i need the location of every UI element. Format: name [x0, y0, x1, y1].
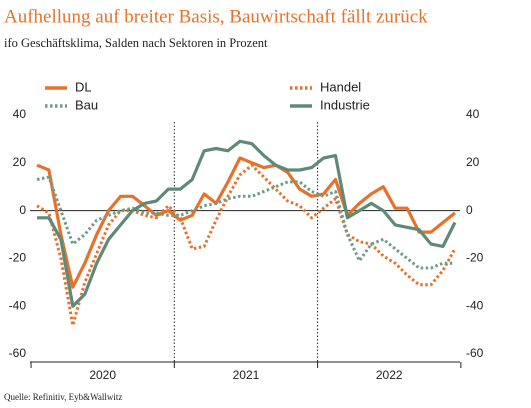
y-tick-label: -60	[9, 346, 27, 360]
y2-tick-label: 20	[466, 155, 480, 169]
y-tick-label: 0	[19, 203, 26, 217]
y-tick-label: 20	[13, 155, 27, 169]
x-group-label: 2022	[376, 368, 403, 382]
y-tick-label: 40	[13, 107, 27, 121]
y2-tick-label: 40	[466, 107, 480, 121]
series-line	[36, 156, 456, 289]
legend-label: Handel	[320, 79, 361, 94]
y2-tick-label: -20	[466, 251, 484, 265]
legend-label: Bau	[75, 97, 98, 112]
x-group-label: 2020	[89, 368, 116, 382]
y2-tick-label: -40	[466, 298, 484, 312]
series-line	[36, 163, 457, 327]
legend-label: Industrie	[320, 97, 370, 112]
chart-subtitle: ifo Geschäftsklima, Salden nach Sektoren…	[4, 36, 268, 50]
y-tick-label: -40	[9, 298, 27, 312]
x-group-label: 2021	[233, 368, 260, 382]
source: Quelle: Refinitiv, Eyb&Wallwitz	[4, 392, 122, 402]
y2-tick-label: 0	[466, 203, 473, 217]
legend-label: DL	[75, 79, 92, 94]
series-line	[36, 175, 455, 270]
chart-title: Aufhellung auf breiter Basis, Bauwirtsch…	[4, 6, 428, 27]
y-tick-label: -20	[9, 251, 27, 265]
y2-tick-label: -60	[466, 346, 484, 360]
series-line	[37, 139, 457, 308]
